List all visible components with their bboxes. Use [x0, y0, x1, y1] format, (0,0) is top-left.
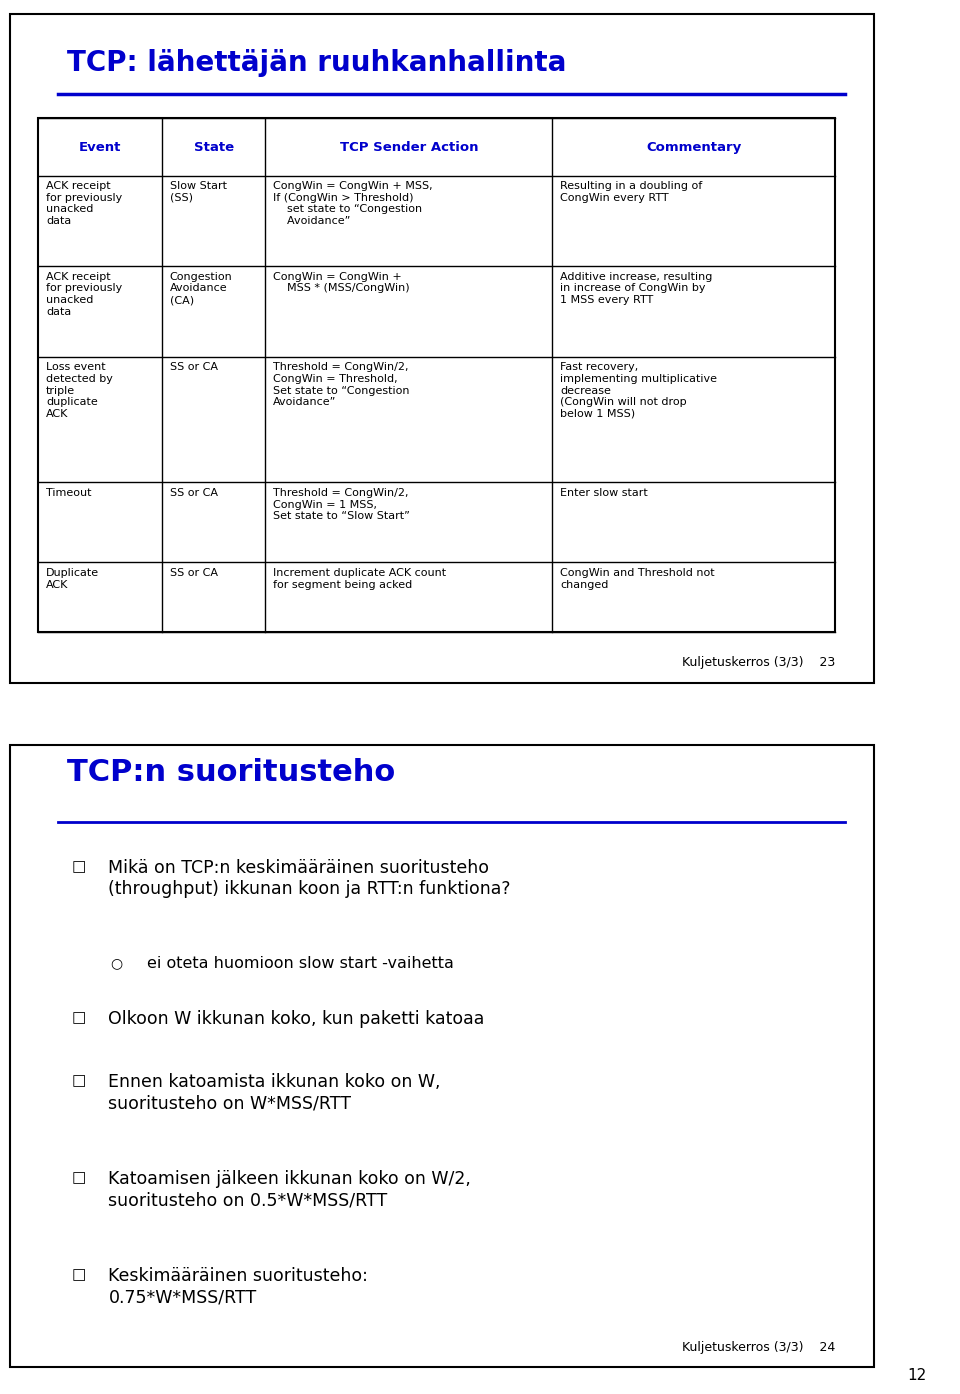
Text: Mikä on TCP:n keskimääräinen suoritusteho
(throughput) ikkunan koon ja RTT:n fun: Mikä on TCP:n keskimääräinen suoritusteh…	[108, 859, 511, 898]
Text: Olkoon W ikkunan koko, kun paketti katoaa: Olkoon W ikkunan koko, kun paketti katoa…	[108, 1009, 485, 1027]
Text: □: □	[72, 1073, 86, 1089]
Text: Kuljetuskerros (3/3)    23: Kuljetuskerros (3/3) 23	[682, 657, 835, 669]
Text: Additive increase, resulting
in increase of CongWin by
1 MSS every RTT: Additive increase, resulting in increase…	[560, 272, 712, 305]
Text: CongWin = CongWin + MSS,
If (CongWin > Threshold)
    set state to “Congestion
 : CongWin = CongWin + MSS, If (CongWin > T…	[274, 181, 433, 226]
Text: Enter slow start: Enter slow start	[560, 488, 648, 498]
Text: 12: 12	[907, 1368, 926, 1383]
Text: Increment duplicate ACK count
for segment being acked: Increment duplicate ACK count for segmen…	[274, 569, 446, 590]
Text: Timeout: Timeout	[46, 488, 91, 498]
Text: Event: Event	[79, 141, 121, 153]
Text: □: □	[72, 859, 86, 874]
Text: □: □	[72, 1267, 86, 1282]
Text: Duplicate
ACK: Duplicate ACK	[46, 569, 99, 590]
Text: Ennen katoamista ikkunan koko on W,
suoritusteho on W*MSS/RTT: Ennen katoamista ikkunan koko on W, suor…	[108, 1073, 441, 1112]
Text: Kuljetuskerros (3/3)    24: Kuljetuskerros (3/3) 24	[682, 1341, 835, 1354]
Text: Resulting in a doubling of
CongWin every RTT: Resulting in a doubling of CongWin every…	[560, 181, 703, 202]
Text: SS or CA: SS or CA	[170, 362, 218, 372]
Text: CongWin = CongWin +
    MSS * (MSS/CongWin): CongWin = CongWin + MSS * (MSS/CongWin)	[274, 272, 410, 293]
Text: CongWin and Threshold not
changed: CongWin and Threshold not changed	[560, 569, 714, 590]
Text: State: State	[194, 141, 233, 153]
Text: SS or CA: SS or CA	[170, 488, 218, 498]
Text: Threshold = CongWin/2,
CongWin = 1 MSS,
Set state to “Slow Start”: Threshold = CongWin/2, CongWin = 1 MSS, …	[274, 488, 410, 521]
Text: Loss event
detected by
triple
duplicate
ACK: Loss event detected by triple duplicate …	[46, 362, 113, 418]
Text: Threshold = CongWin/2,
CongWin = Threshold,
Set state to “Congestion
Avoidance”: Threshold = CongWin/2, CongWin = Thresho…	[274, 362, 410, 407]
Text: ○: ○	[110, 956, 123, 970]
Text: Slow Start
(SS): Slow Start (SS)	[170, 181, 227, 202]
Text: TCP Sender Action: TCP Sender Action	[340, 141, 478, 153]
FancyBboxPatch shape	[10, 14, 874, 683]
Text: □: □	[72, 1009, 86, 1025]
Text: Commentary: Commentary	[646, 141, 741, 153]
Text: □: □	[72, 1171, 86, 1185]
Text: ACK receipt
for previously
unacked
data: ACK receipt for previously unacked data	[46, 181, 122, 226]
Text: TCP:n suoritusteho: TCP:n suoritusteho	[67, 758, 396, 788]
Text: ACK receipt
for previously
unacked
data: ACK receipt for previously unacked data	[46, 272, 122, 316]
Text: Congestion
Avoidance
(CA): Congestion Avoidance (CA)	[170, 272, 232, 305]
Text: SS or CA: SS or CA	[170, 569, 218, 579]
FancyBboxPatch shape	[10, 744, 874, 1368]
Text: Keskimääräinen suoritusteho:
0.75*W*MSS/RTT: Keskimääräinen suoritusteho: 0.75*W*MSS/…	[108, 1267, 369, 1306]
Text: TCP: lähettäjän ruuhkanhallinta: TCP: lähettäjän ruuhkanhallinta	[67, 49, 566, 77]
Text: Katoamisen jälkeen ikkunan koko on W/2,
suoritusteho on 0.5*W*MSS/RTT: Katoamisen jälkeen ikkunan koko on W/2, …	[108, 1171, 471, 1209]
Text: ei oteta huomioon slow start -vaihetta: ei oteta huomioon slow start -vaihetta	[147, 956, 454, 970]
Text: Fast recovery,
implementing multiplicative
decrease
(CongWin will not drop
below: Fast recovery, implementing multiplicati…	[560, 362, 717, 418]
Bar	[38, 118, 835, 631]
